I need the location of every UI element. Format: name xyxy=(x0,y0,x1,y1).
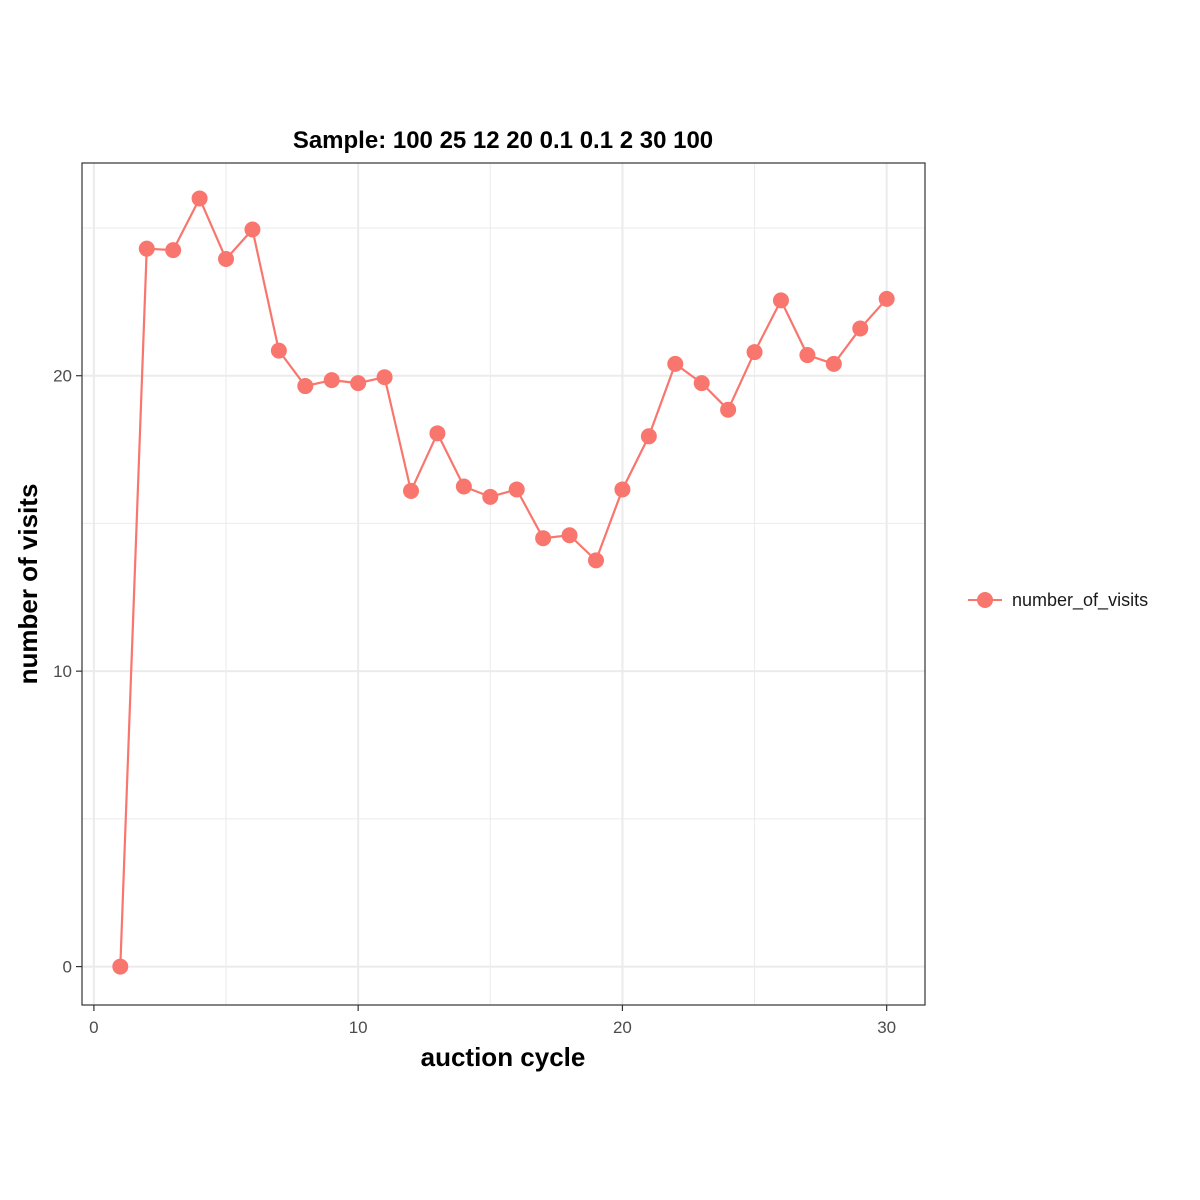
legend-key-icon xyxy=(968,589,1002,611)
data-point xyxy=(799,347,816,364)
x-tick-label: 30 xyxy=(877,1018,896,1037)
legend: number_of_visits xyxy=(968,589,1148,611)
data-point xyxy=(720,401,737,418)
data-point xyxy=(508,481,525,498)
data-point xyxy=(429,425,446,442)
axes: 0 10 20 30 0 10 20 xyxy=(53,367,896,1037)
data-point xyxy=(376,369,393,386)
data-point xyxy=(270,342,287,359)
data-point xyxy=(297,378,314,395)
data-point xyxy=(350,375,367,392)
data-point xyxy=(746,344,763,361)
data-point xyxy=(535,530,552,547)
data-point xyxy=(772,292,789,309)
x-tick-label: 10 xyxy=(349,1018,368,1037)
data-point xyxy=(667,355,684,372)
data-point xyxy=(191,190,208,207)
data-point xyxy=(112,958,129,975)
data-point xyxy=(852,320,869,337)
data-point xyxy=(561,527,578,544)
data-point xyxy=(640,428,657,445)
x-tick-label: 0 xyxy=(89,1018,98,1037)
data-point xyxy=(138,240,155,257)
data-point xyxy=(482,488,499,505)
data-point xyxy=(693,375,710,392)
data-point xyxy=(587,552,604,569)
legend-label: number_of_visits xyxy=(1012,589,1149,610)
y-axis-label: number of visits xyxy=(13,484,43,685)
y-tick-label: 0 xyxy=(63,958,72,977)
x-tick-label: 20 xyxy=(613,1018,632,1037)
legend-key-dot xyxy=(977,592,993,608)
data-point xyxy=(218,251,235,268)
panel-border xyxy=(81,162,926,1006)
data-point xyxy=(878,290,895,307)
series-number-of-visits xyxy=(112,190,895,975)
data-point xyxy=(165,242,182,259)
data-point xyxy=(455,478,472,495)
x-axis-label: auction cycle xyxy=(421,1042,586,1072)
data-point xyxy=(825,355,842,372)
data-point xyxy=(323,372,340,389)
data-point xyxy=(403,482,420,499)
data-point xyxy=(614,481,631,498)
chart-title: Sample: 100 25 12 20 0.1 0.1 2 30 100 xyxy=(293,127,713,154)
y-tick-label: 20 xyxy=(53,367,72,386)
data-point xyxy=(244,221,261,238)
y-tick-label: 10 xyxy=(53,662,72,681)
